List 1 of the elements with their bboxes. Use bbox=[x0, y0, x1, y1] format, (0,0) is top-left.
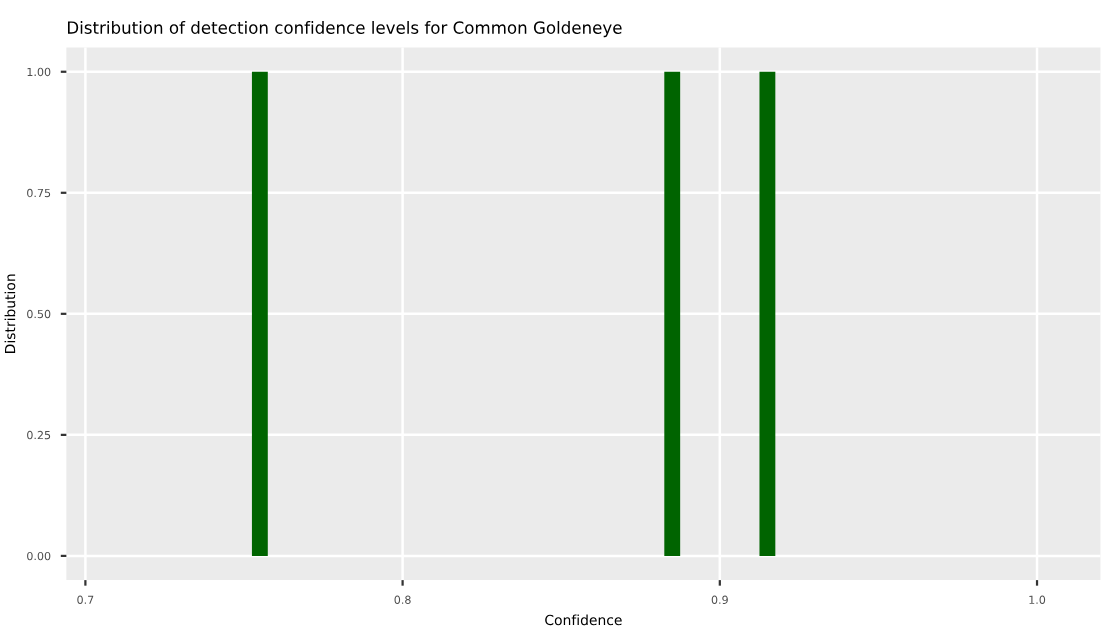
chart-title: Distribution of detection confidence levels for Common Goldeneye bbox=[68, 21, 622, 38]
